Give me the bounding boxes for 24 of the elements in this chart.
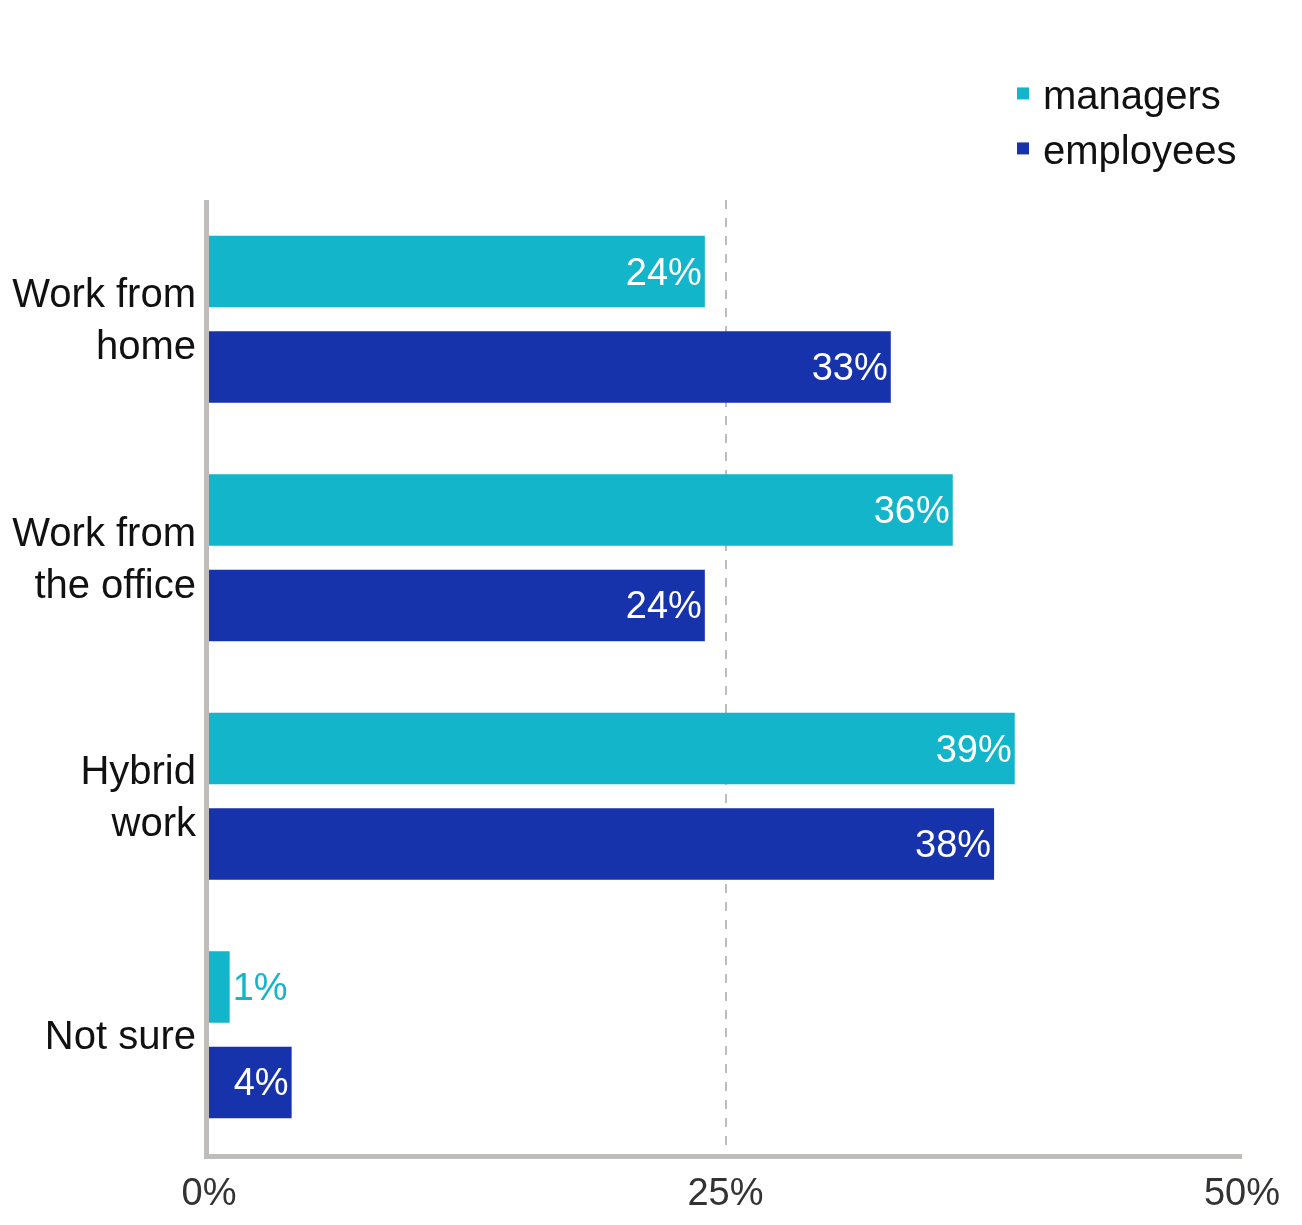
data-label: 24% bbox=[625, 584, 702, 627]
x-tick-label: 50% bbox=[1203, 1170, 1281, 1213]
data-label: 24% bbox=[625, 250, 702, 293]
data-label: 39% bbox=[935, 727, 1012, 770]
data-label: 1% bbox=[232, 966, 288, 1009]
y-tick-label: Not sure bbox=[44, 1012, 196, 1057]
x-tick-label: 25% bbox=[687, 1170, 764, 1213]
legend-label: employees bbox=[1043, 128, 1237, 173]
bar bbox=[209, 474, 953, 546]
y-tick-label: Work from home bbox=[12, 271, 196, 368]
bar bbox=[209, 569, 705, 642]
data-label: 38% bbox=[915, 822, 992, 865]
legend-label: managers bbox=[1043, 73, 1221, 118]
bar bbox=[209, 712, 1015, 785]
y-tick-label: Work from the office bbox=[12, 509, 196, 606]
bar bbox=[209, 235, 705, 308]
data-label: 36% bbox=[873, 489, 950, 532]
y-tick-label: Hybrid work bbox=[80, 748, 197, 845]
x-tick-label: 0% bbox=[181, 1170, 237, 1213]
data-label: 4% bbox=[233, 1061, 289, 1104]
bar bbox=[209, 331, 891, 403]
data-label: 33% bbox=[811, 345, 888, 388]
bar bbox=[209, 808, 995, 880]
bar bbox=[209, 951, 230, 1023]
